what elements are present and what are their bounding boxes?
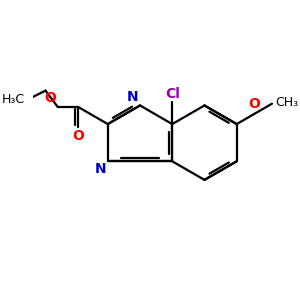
Text: O: O bbox=[248, 98, 260, 112]
Text: N: N bbox=[127, 90, 139, 104]
Text: H₃C: H₃C bbox=[2, 93, 25, 106]
Text: O: O bbox=[45, 91, 56, 105]
Text: N: N bbox=[95, 163, 106, 176]
Text: Cl: Cl bbox=[165, 86, 180, 100]
Text: CH₃: CH₃ bbox=[275, 96, 298, 109]
Text: O: O bbox=[72, 129, 84, 143]
